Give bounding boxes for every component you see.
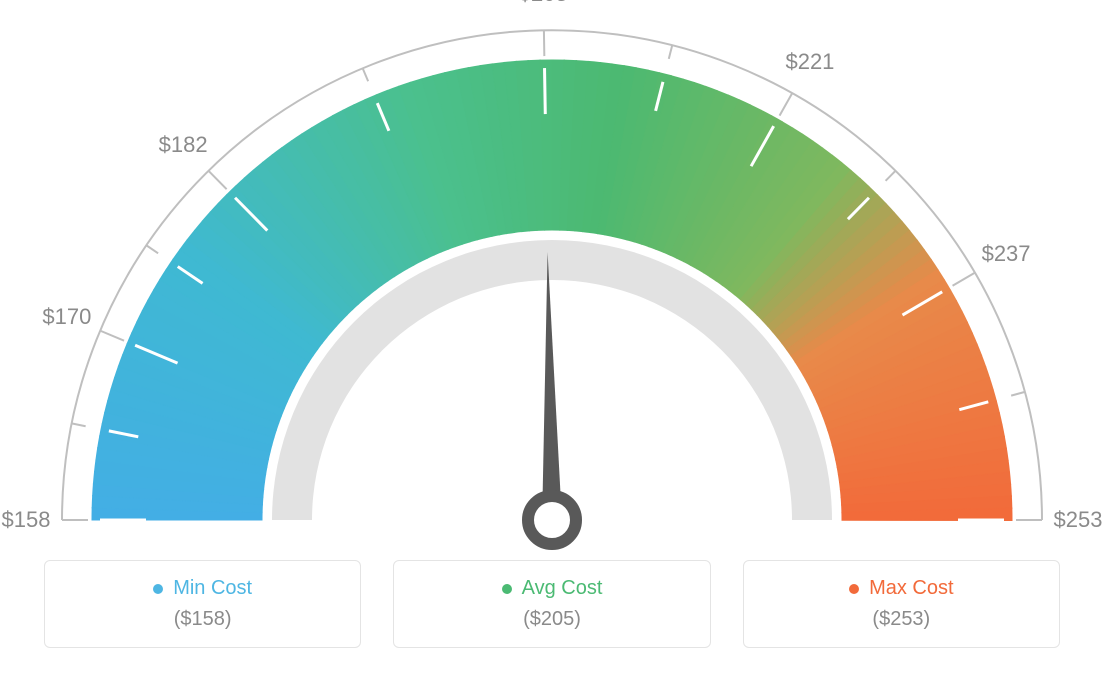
legend-card-min: Min Cost ($158) — [44, 560, 361, 648]
gauge-tick-label: $158 — [2, 507, 51, 533]
legend-title-avg: Avg Cost — [502, 577, 603, 600]
legend-value-min: ($158) — [45, 608, 360, 631]
legend-value-avg: ($205) — [394, 608, 709, 631]
legend: Min Cost ($158) Avg Cost ($205) Max Cost ($25… — [0, 560, 1104, 668]
gauge-needle — [542, 252, 562, 520]
gauge-needle-hub — [528, 496, 576, 544]
legend-dot-min — [153, 584, 163, 594]
legend-dot-max — [849, 584, 859, 594]
legend-label-text: Min Cost — [173, 577, 252, 600]
gauge-tick-label: $253 — [1054, 507, 1103, 533]
legend-title-min: Min Cost — [153, 577, 252, 600]
gauge-tick-label: $170 — [42, 304, 91, 330]
legend-label-text: Avg Cost — [522, 577, 603, 600]
gauge-tick-label: $237 — [982, 241, 1031, 267]
cost-gauge-chart: $158 $170 $182 $205 $221 $237 $253 — [0, 0, 1104, 560]
legend-card-max: Max Cost ($253) — [743, 560, 1060, 648]
gauge-tick-label: $182 — [159, 132, 208, 158]
legend-card-avg: Avg Cost ($205) — [393, 560, 710, 648]
legend-label-text: Max Cost — [869, 577, 953, 600]
legend-title-max: Max Cost — [849, 577, 953, 600]
gauge-tick-label: $205 — [519, 0, 568, 7]
legend-value-max: ($253) — [744, 608, 1059, 631]
gauge-svg — [0, 0, 1104, 560]
gauge-tick-label: $221 — [785, 49, 834, 75]
legend-dot-avg — [502, 584, 512, 594]
